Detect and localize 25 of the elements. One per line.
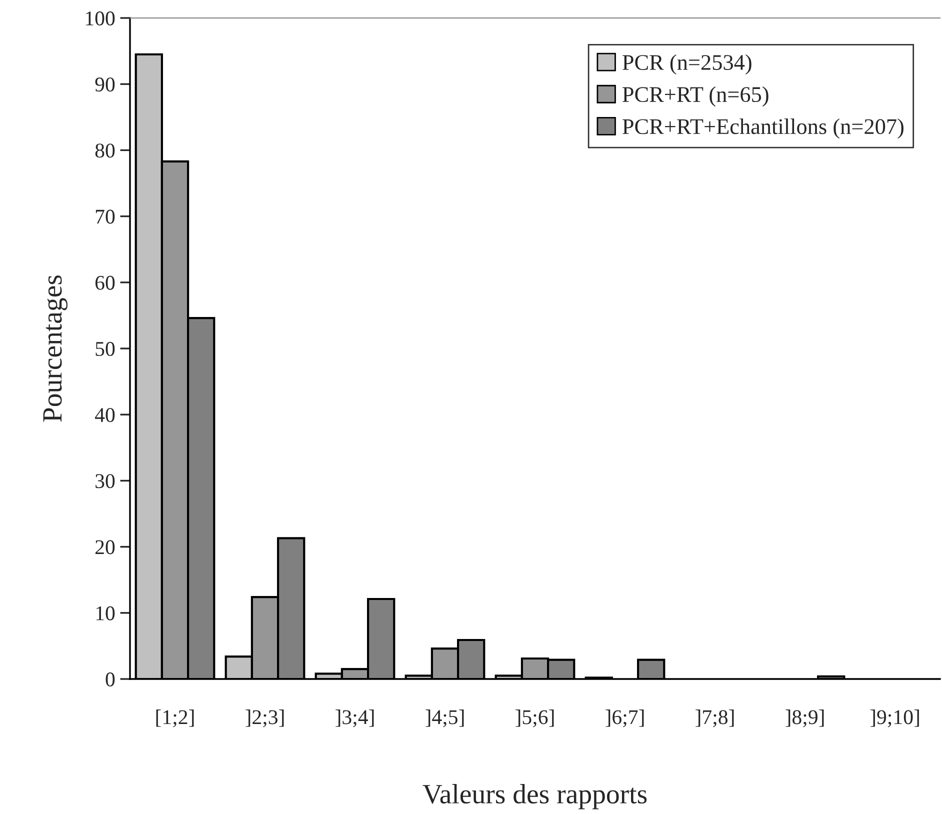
y-tick-label: 80 [95, 144, 115, 158]
y-tick-label: 90 [95, 77, 115, 92]
y-tick-label: 60 [95, 276, 115, 290]
x-axis-title: Valeurs des rapports [422, 784, 647, 810]
y-tick-label: 20 [96, 540, 115, 554]
y-tick-label: 30 [96, 474, 115, 488]
y-axis-title: Pourcentages [43, 275, 68, 422]
x-tick-label: ]3;4] [336, 710, 374, 728]
x-tick-label: ]6;7] [606, 710, 644, 728]
y-tick-label: 100 [86, 11, 115, 26]
y-tick-label: 50 [96, 342, 115, 356]
x-tick-label: [1;2] [156, 710, 194, 728]
x-tick-label: ]4;5] [426, 710, 464, 728]
y-tick-label: 10 [96, 606, 115, 620]
y-tick-label: 70 [96, 210, 115, 224]
x-tick-label: ]7;8] [696, 710, 734, 728]
legend-label: PCR+RT (n=65) [622, 86, 768, 107]
legend-label: PCR (n=2534) [622, 54, 752, 75]
x-tick-label: ]8;9] [786, 710, 824, 728]
legend-label: PCR+RT+Echantillons (n=207) [622, 118, 904, 139]
y-tick-label: 40 [94, 408, 115, 422]
y-tick-label: 0 [106, 672, 115, 686]
x-tick-label: ]2;3] [246, 710, 284, 728]
x-tick-label: ]9;10] [870, 710, 919, 728]
x-tick-label: ]5;6] [516, 710, 554, 728]
